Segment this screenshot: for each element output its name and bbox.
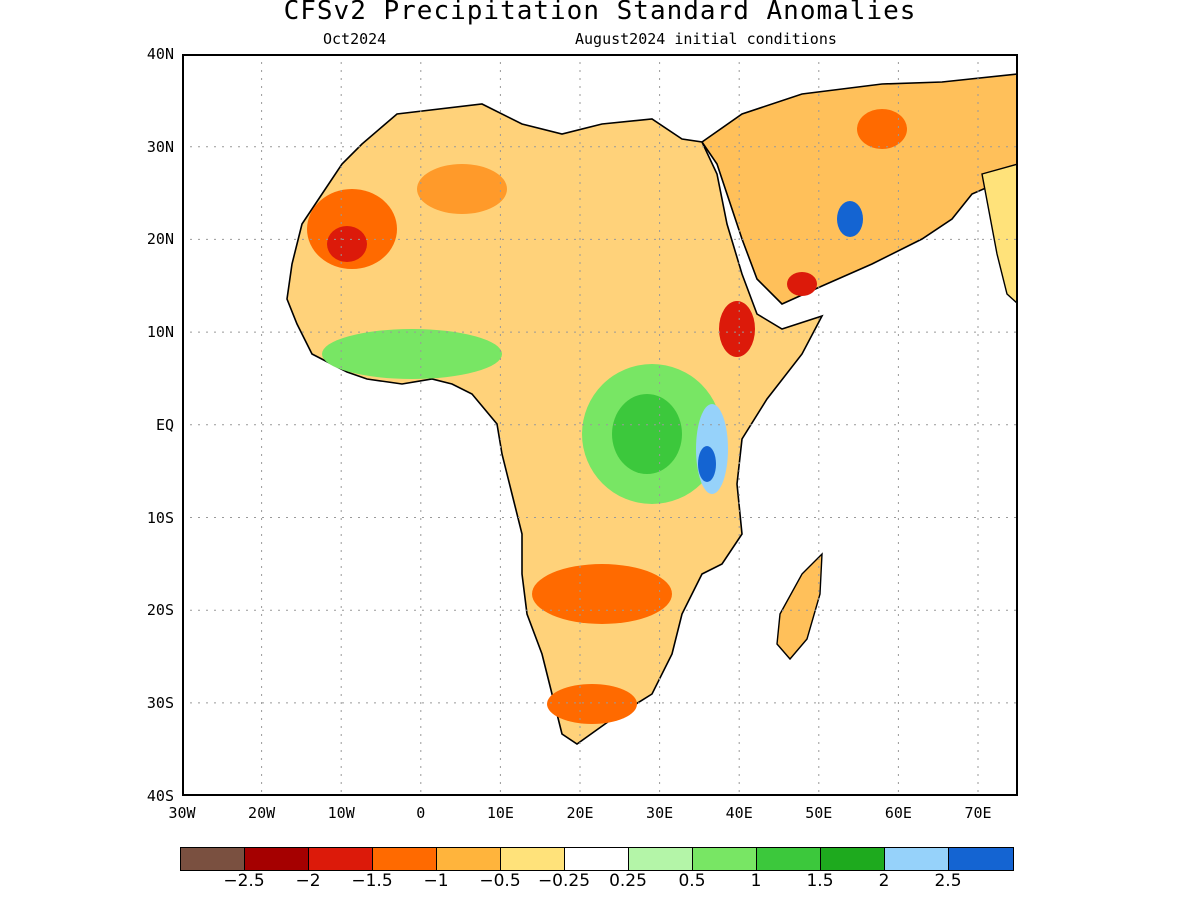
colorbar-label: 0.5 — [678, 871, 706, 891]
initial-conditions: August2024 initial conditions — [575, 30, 837, 48]
latitude-label: 10N — [146, 323, 174, 342]
colorbar-swatch — [629, 848, 693, 870]
colorbar-swatch — [373, 848, 437, 870]
latitude-label: 30S — [146, 693, 174, 712]
longitude-label: 10E — [486, 804, 514, 822]
latitude-label: 10S — [146, 508, 174, 527]
colorbar-label: 0.25 — [609, 871, 647, 891]
dry-anomaly — [787, 272, 817, 296]
colorbar-label: −2.5 — [223, 871, 265, 891]
longitude-label: 60E — [884, 804, 912, 822]
colorbar-swatch — [309, 848, 373, 870]
colorbar-swatch — [437, 848, 501, 870]
colorbar-swatch — [501, 848, 565, 870]
latitude-label: EQ — [155, 415, 174, 434]
colorbar-label: −2 — [295, 871, 321, 891]
latitude-label: 20N — [146, 230, 174, 249]
longitude-label: 70E — [964, 804, 992, 822]
latitude-label: 20S — [146, 601, 174, 620]
colorbar-label: 2 — [878, 871, 890, 891]
colorbar-label: −0.5 — [479, 871, 521, 891]
dry-anomaly — [547, 684, 637, 724]
colorbar-label: −1 — [423, 871, 449, 891]
lat-lon-grid — [182, 54, 1018, 796]
colorbar — [180, 847, 1014, 871]
dry-anomaly — [327, 226, 367, 262]
colorbar-swatch — [949, 848, 1013, 870]
colorbar-swatch — [693, 848, 757, 870]
colorbar-swatch — [181, 848, 245, 870]
forecast-month: Oct2024 — [323, 30, 387, 48]
colorbar-label: −1.5 — [351, 871, 393, 891]
latitude-label: 40N — [146, 45, 174, 63]
dry-anomaly — [857, 109, 907, 149]
colorbar-label: 1 — [750, 871, 762, 891]
wet-anomaly — [322, 329, 502, 379]
longitude-label: 20E — [566, 804, 594, 822]
latitude-label: 40S — [146, 786, 174, 805]
dry-anomaly — [417, 164, 507, 214]
wet-anomaly — [698, 446, 716, 482]
madagascar-fill — [776, 552, 823, 661]
wet-anomaly — [837, 201, 863, 237]
longitude-label: 0 — [416, 804, 426, 822]
colorbar-label: −0.25 — [537, 871, 591, 891]
anomaly-regions — [307, 109, 907, 724]
map-frame — [182, 54, 1018, 796]
anomaly-map — [182, 54, 1018, 796]
chart-title: CFSv2 Precipitation Standard Anomalies — [283, 0, 917, 26]
colorbar-swatch — [821, 848, 885, 870]
colorbar-label: 2.5 — [934, 871, 962, 891]
wet-anomaly — [612, 394, 682, 474]
colorbar-swatch — [245, 848, 309, 870]
longitude-label: 10W — [327, 804, 355, 822]
longitude-label: 30E — [646, 804, 674, 822]
longitude-label: 20W — [248, 804, 276, 822]
colorbar-swatch — [885, 848, 949, 870]
india-fill — [981, 163, 1018, 305]
colorbar-swatch — [757, 848, 821, 870]
colorbar-swatch — [565, 848, 629, 870]
longitude-label: 50E — [805, 804, 833, 822]
dry-anomaly — [719, 301, 755, 357]
dry-anomaly — [532, 564, 672, 624]
colorbar-label: 1.5 — [806, 871, 834, 891]
longitude-label: 30W — [168, 804, 196, 822]
longitude-label: 40E — [725, 804, 753, 822]
latitude-label: 30N — [146, 137, 174, 156]
